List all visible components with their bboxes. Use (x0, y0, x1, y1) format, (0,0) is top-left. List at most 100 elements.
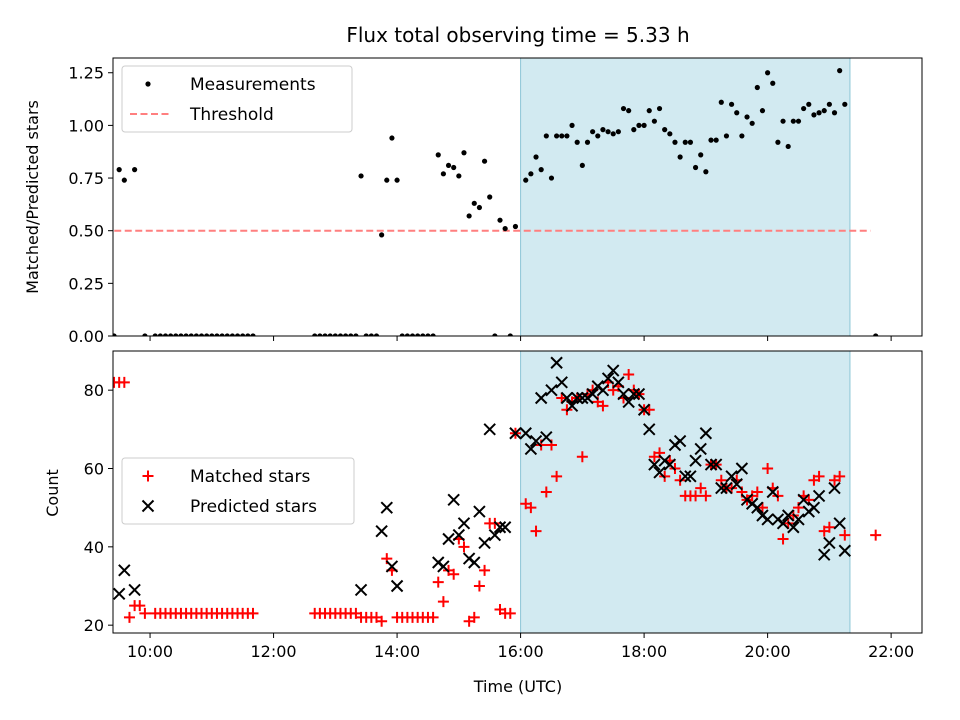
data-point (415, 333, 421, 336)
data-point (713, 137, 719, 143)
data-point (390, 579, 404, 593)
data-point (178, 333, 184, 336)
data-point (828, 481, 841, 495)
x-tick-label: 20:00 (745, 642, 791, 661)
data-point (728, 101, 735, 107)
data-point (118, 564, 131, 577)
x-tick-label: 16:00 (498, 642, 544, 661)
data-point (703, 169, 709, 175)
data-point (451, 164, 457, 171)
data-point (409, 333, 416, 336)
x-tick-label: 14:00 (374, 642, 420, 661)
data-point (435, 152, 441, 158)
data-point (540, 430, 553, 444)
data-point (770, 80, 776, 86)
data-point (452, 528, 466, 542)
data-point (240, 333, 246, 336)
top-highlight-span (520, 57, 851, 337)
data-point (250, 333, 256, 336)
data-point (781, 509, 795, 522)
legend-marker (142, 470, 154, 482)
data-point (183, 333, 189, 336)
data-point (646, 108, 652, 114)
bottom-plot-area (113, 356, 882, 627)
data-point (481, 158, 488, 164)
data-point (842, 101, 848, 107)
data-point (488, 528, 502, 542)
data-point (648, 458, 661, 471)
data-point (440, 171, 446, 177)
data-point (632, 387, 646, 401)
data-point (162, 333, 169, 336)
data-point (487, 194, 493, 200)
data-point (694, 442, 707, 456)
data-point (492, 333, 498, 336)
legend-box (121, 65, 353, 133)
data-point (718, 99, 724, 105)
data-point (173, 333, 179, 336)
top-plot-area (113, 68, 879, 336)
data-point (420, 333, 426, 336)
data-point (590, 129, 596, 135)
data-point (437, 560, 450, 573)
top-y-tick-label: 0.50 (68, 222, 104, 241)
data-point (353, 333, 359, 336)
bottom-y-tick-label: 40 (84, 538, 104, 557)
data-point (651, 118, 657, 124)
data-point (601, 372, 615, 385)
data-point (427, 611, 439, 623)
data-point (229, 333, 235, 336)
data-point (826, 101, 832, 107)
data-point (762, 463, 774, 474)
data-point (348, 333, 354, 336)
data-point (533, 154, 539, 160)
data-point (430, 333, 436, 336)
data-point (447, 493, 460, 507)
data-point (121, 177, 127, 183)
data-point (507, 333, 513, 336)
data-point (128, 583, 141, 597)
data-point (677, 154, 683, 160)
series-measurements (113, 68, 879, 336)
data-point (643, 423, 656, 436)
data-point (627, 387, 641, 401)
data-point (551, 470, 563, 482)
data-point (445, 162, 452, 169)
top-panel: 0.00 0.25 0.50 0.75 1.00 1.25 Measurements Thre… (68, 57, 923, 346)
data-point (565, 399, 579, 413)
data-point (813, 470, 825, 482)
legend-label: Threshold (189, 105, 274, 125)
data-point (188, 333, 194, 336)
data-point (528, 171, 534, 177)
data-point (504, 607, 516, 619)
top-y-tick-label: 0.25 (68, 274, 104, 293)
data-point (473, 505, 486, 518)
data-point (502, 225, 508, 232)
data-point (512, 223, 519, 230)
series-predicted-stars (113, 356, 852, 601)
chart-title: Flux total observing time = 5.33 h (346, 23, 689, 47)
bottom-y-axis-label: Count (43, 469, 62, 517)
data-point (720, 481, 733, 495)
data-point (543, 133, 549, 139)
data-point (806, 101, 812, 107)
legend-label: Predicted stars (190, 497, 317, 517)
data-point (363, 333, 369, 336)
data-point (404, 333, 410, 336)
data-point (354, 583, 368, 597)
data-point (509, 427, 522, 440)
data-point (134, 600, 146, 612)
data-point (193, 333, 199, 336)
data-point (754, 84, 760, 91)
data-point (555, 376, 568, 389)
bottom-y-tick-label: 20 (84, 616, 104, 635)
data-point (785, 143, 791, 150)
data-point (821, 108, 827, 114)
data-point (569, 122, 575, 128)
data-point (823, 521, 835, 533)
data-point (142, 333, 148, 336)
data-point (776, 517, 790, 530)
data-point (873, 333, 879, 336)
data-point (812, 489, 826, 503)
